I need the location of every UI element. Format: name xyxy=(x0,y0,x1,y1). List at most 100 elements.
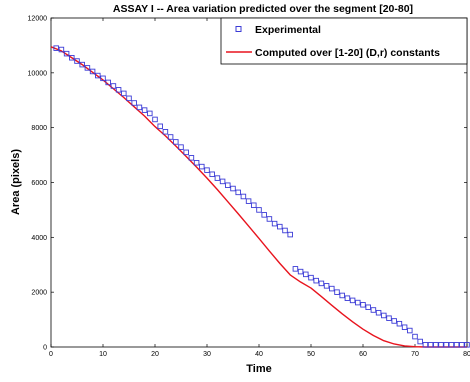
y-axis-title: Area (pixels) xyxy=(10,149,22,215)
experimental-point xyxy=(443,342,449,348)
series-computed xyxy=(50,46,467,348)
experimental-point xyxy=(438,342,444,348)
experimental-point xyxy=(141,107,148,113)
experimental-point xyxy=(110,83,117,89)
experimental-point xyxy=(329,285,335,292)
experimental-point xyxy=(131,100,137,106)
experimental-point xyxy=(100,75,106,82)
experimental-point xyxy=(386,315,392,321)
experimental-point xyxy=(74,58,80,64)
series-experimental xyxy=(53,45,470,348)
experimental-point xyxy=(448,342,455,348)
plot-area xyxy=(50,17,468,348)
experimental-point xyxy=(58,46,65,53)
experimental-point xyxy=(334,289,340,295)
experimental-point xyxy=(152,116,158,123)
experimental-point xyxy=(396,320,403,327)
x-tick-label: 70 xyxy=(411,351,419,358)
experimental-point xyxy=(251,202,257,209)
experimental-point xyxy=(121,90,127,97)
experimental-point xyxy=(313,277,319,284)
experimental-point xyxy=(178,144,184,150)
experimental-point xyxy=(214,175,221,181)
experimental-point xyxy=(375,309,382,316)
y-tick-label: 6000 xyxy=(31,180,47,187)
experimental-point xyxy=(365,304,371,311)
computed-series-line xyxy=(50,46,467,348)
experimental-point xyxy=(256,207,262,213)
experimental-point xyxy=(230,185,236,192)
experimental-point xyxy=(126,95,132,102)
experimental-point xyxy=(199,163,205,170)
legend-marker-experimental xyxy=(235,26,242,32)
experimental-point xyxy=(422,342,429,348)
experimental-point xyxy=(235,189,241,196)
legend-label-computed: Computed over [1-20] (D,r) constants xyxy=(255,47,440,59)
experimental-point xyxy=(167,134,174,140)
experimental-point xyxy=(401,324,408,331)
experimental-point xyxy=(464,342,470,348)
y-tick-label: 2000 xyxy=(31,290,47,297)
experimental-point xyxy=(318,280,325,287)
x-tick-label: 20 xyxy=(151,351,159,358)
legend-label-experimental: Experimental xyxy=(255,24,321,36)
experimental-point xyxy=(271,220,278,227)
experimental-point xyxy=(147,110,153,117)
experimental-point xyxy=(355,299,361,306)
experimental-point xyxy=(84,65,91,71)
y-tick-label: 4000 xyxy=(31,235,47,242)
y-tick-label: 12000 xyxy=(28,16,48,23)
experimental-point xyxy=(219,178,226,185)
experimental-point xyxy=(433,342,439,348)
experimental-point xyxy=(188,155,195,161)
experimental-point xyxy=(53,45,59,51)
experimental-point xyxy=(427,342,434,348)
experimental-point xyxy=(115,87,122,93)
experimental-point xyxy=(63,50,70,57)
experimental-point xyxy=(193,160,200,166)
experimental-point xyxy=(162,129,169,135)
experimental-point xyxy=(282,227,288,234)
x-tick-label: 30 xyxy=(203,351,211,358)
experimental-point xyxy=(453,342,460,348)
y-tick-label: 0 xyxy=(43,345,47,352)
experimental-point xyxy=(183,149,189,156)
experimental-point xyxy=(459,342,465,348)
experimental-point xyxy=(245,198,252,204)
experimental-point xyxy=(303,271,309,278)
experimental-point xyxy=(79,61,85,68)
chart-title: ASSAY I -- Area variation predicted over… xyxy=(113,3,413,15)
experimental-point xyxy=(105,79,111,86)
legend-box xyxy=(220,17,468,65)
experimental-point xyxy=(136,104,143,111)
x-tick-label: 40 xyxy=(255,351,263,358)
y-tick-label: 10000 xyxy=(28,70,48,77)
experimental-point xyxy=(360,302,366,308)
experimental-point xyxy=(173,139,179,145)
experimental-point xyxy=(89,68,96,75)
experimental-point xyxy=(95,72,101,79)
experimental-point xyxy=(209,171,215,178)
experimental-point xyxy=(417,338,423,345)
experimental-point xyxy=(297,268,304,275)
x-tick-label: 0 xyxy=(49,351,53,358)
experimental-point xyxy=(225,182,231,188)
experimental-point xyxy=(412,333,418,340)
experimental-point xyxy=(323,283,330,289)
experimental-point xyxy=(69,55,75,61)
experimental-point xyxy=(266,216,273,222)
experimental-point xyxy=(370,307,377,313)
experimental-point xyxy=(381,312,387,319)
legend: Experimental Computed over [1-20] (D,r) … xyxy=(220,17,468,65)
x-tick-label: 80 xyxy=(463,351,470,358)
x-axis-title: Time xyxy=(246,363,271,375)
experimental-point xyxy=(287,231,293,238)
experimental-point xyxy=(308,274,314,281)
experimental-point xyxy=(277,223,283,230)
experimental-point xyxy=(157,123,163,130)
experimental-point xyxy=(292,266,299,272)
x-tick-label: 10 xyxy=(99,351,107,358)
y-tick-label: 8000 xyxy=(31,125,47,132)
x-tick-label: 50 xyxy=(307,351,315,358)
